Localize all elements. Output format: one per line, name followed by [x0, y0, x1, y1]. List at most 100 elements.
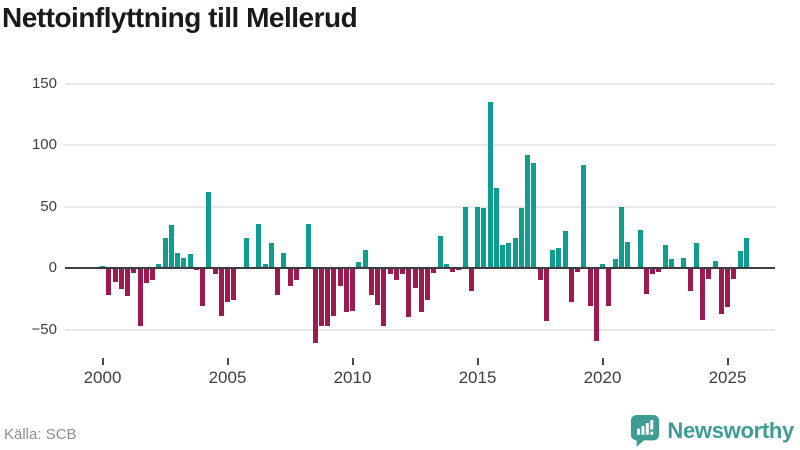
- bar-2002Q1: [150, 268, 155, 281]
- bar-2007Q3: [287, 268, 293, 287]
- x-axis-label-2015: 2015: [458, 368, 497, 387]
- bar-2017Q2: [531, 163, 537, 268]
- bar-2005Q1: [225, 268, 230, 303]
- bar-2010Q3: [362, 249, 368, 268]
- bar-2021Q3: [637, 229, 643, 268]
- x-axis-tick-2005: [226, 358, 229, 365]
- bar-2010Q4: [368, 268, 374, 296]
- bar-2000Q3: [112, 268, 118, 282]
- bar-2019Q3: [587, 268, 593, 307]
- bar-2025Q3: [737, 250, 743, 268]
- x-axis-label-2005: 2005: [208, 368, 247, 387]
- bar-2015Q1: [475, 206, 480, 268]
- bar-2003Q2: [181, 258, 187, 268]
- bar-2024Q3: [712, 260, 718, 268]
- bar-2014Q1: [450, 268, 455, 272]
- bar-2004Q2: [206, 191, 212, 268]
- brand-lockup: Newsworthy: [630, 414, 794, 447]
- bar-2016Q4: [518, 207, 524, 268]
- bar-2004Q3: [212, 268, 218, 275]
- gridline-y-150: [65, 82, 775, 85]
- y-axis-label--50: −50: [31, 320, 57, 338]
- bar-2000Q4: [118, 268, 124, 289]
- x-axis-tick-2020: [601, 358, 604, 365]
- bar-2015Q3: [487, 101, 493, 268]
- bar-2022Q3: [662, 244, 668, 268]
- bar-2009Q3: [337, 268, 343, 287]
- bar-2005Q4: [243, 238, 249, 268]
- bar-2006Q4: [268, 243, 274, 268]
- bar-2006Q3: [262, 264, 268, 268]
- gridline-y--50: [65, 328, 775, 331]
- bar-2020Q2: [606, 268, 612, 307]
- bar-2003Q4: [193, 268, 199, 271]
- brand-name: Newsworthy: [667, 417, 794, 443]
- y-axis-label-0: 0: [48, 259, 57, 276]
- bar-2002Q3: [162, 238, 168, 268]
- bar-2003Q3: [187, 254, 193, 268]
- bar-2017Q4: [543, 268, 549, 321]
- source-label: Källa: SCB: [4, 426, 77, 443]
- bar-2014Q2: [456, 268, 462, 271]
- bar-2025Q2: [731, 268, 737, 280]
- x-axis-tick-2015: [476, 358, 479, 365]
- x-axis-tick-2010: [351, 358, 354, 365]
- bar-2007Q2: [281, 253, 287, 268]
- x-axis-tick-2025: [726, 358, 729, 365]
- chart-title: Nettoinflyttning till Mellerud: [2, 2, 358, 33]
- bar-2012Q2: [406, 268, 412, 318]
- bar-2012Q4: [418, 268, 424, 313]
- bar-2025Q1: [725, 268, 730, 308]
- y-axis-label-150: 150: [31, 74, 57, 92]
- bar-2018Q3: [562, 231, 568, 268]
- bar-2007Q1: [275, 268, 280, 296]
- bar-2020Q1: [600, 264, 605, 268]
- bar-2010Q1: [350, 268, 355, 312]
- bar-2019Q1: [575, 268, 580, 272]
- bar-2025Q4: [743, 238, 749, 268]
- bar-2024Q4: [718, 268, 724, 314]
- bar-2016Q2: [506, 243, 512, 268]
- bar-2016Q3: [512, 238, 518, 268]
- bar-2024Q2: [706, 268, 712, 280]
- x-axis-label-2020: 2020: [583, 368, 622, 387]
- bar-2023Q3: [687, 268, 693, 292]
- bar-2020Q3: [612, 259, 618, 268]
- bar-2003Q1: [175, 253, 180, 268]
- bar-2009Q4: [343, 268, 349, 313]
- bar-2018Q2: [556, 248, 562, 268]
- bar-2011Q2: [381, 268, 387, 326]
- bar-2013Q1: [425, 268, 430, 300]
- bar-2001Q1: [125, 268, 130, 297]
- bar-2004Q1: [200, 268, 205, 307]
- bar-2013Q3: [437, 236, 443, 268]
- bar-2012Q3: [412, 268, 418, 288]
- y-axis-label-50: 50: [40, 197, 57, 215]
- bar-2001Q2: [131, 268, 137, 273]
- bar-2000Q2: [106, 268, 112, 296]
- bar-2021Q1: [625, 242, 630, 268]
- bar-2006Q2: [256, 223, 262, 268]
- bar-2017Q1: [525, 154, 530, 268]
- bar-2002Q4: [168, 224, 174, 268]
- bar-2009Q2: [331, 268, 337, 316]
- bar-2011Q4: [393, 268, 399, 281]
- bar-2017Q3: [537, 268, 543, 281]
- bar-2008Q2: [306, 223, 312, 268]
- bar-2013Q4: [443, 264, 449, 268]
- bar-2020Q4: [618, 206, 624, 268]
- bar-2011Q3: [387, 268, 393, 275]
- bar-2014Q4: [468, 268, 474, 292]
- bar-2015Q2: [481, 207, 487, 268]
- bar-2019Q4: [593, 268, 599, 341]
- gridline-y-100: [65, 144, 775, 146]
- bar-2021Q4: [643, 268, 649, 294]
- bar-2009Q1: [325, 268, 330, 326]
- bar-2002Q2: [156, 264, 162, 268]
- bar-2011Q1: [375, 268, 380, 305]
- x-axis-label-2010: 2010: [333, 368, 372, 387]
- bar-2004Q4: [218, 268, 224, 316]
- bar-2007Q4: [293, 268, 299, 281]
